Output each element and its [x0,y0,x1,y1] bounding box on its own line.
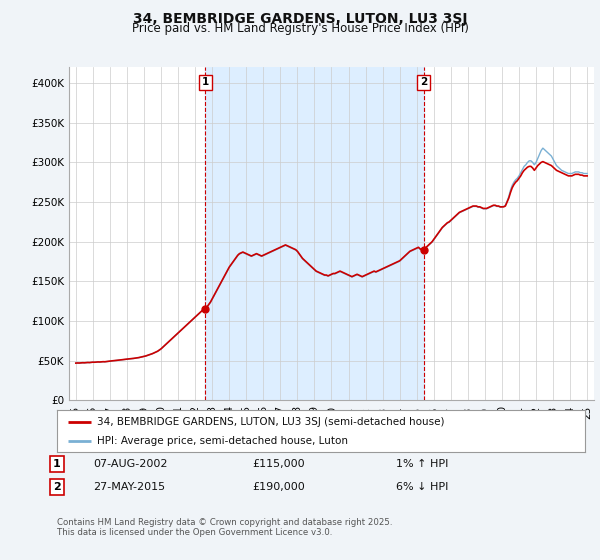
Text: 2: 2 [420,77,427,87]
Text: Price paid vs. HM Land Registry's House Price Index (HPI): Price paid vs. HM Land Registry's House … [131,22,469,35]
Text: HPI: Average price, semi-detached house, Luton: HPI: Average price, semi-detached house,… [97,436,347,446]
Text: 1: 1 [202,77,209,87]
Text: Contains HM Land Registry data © Crown copyright and database right 2025.
This d: Contains HM Land Registry data © Crown c… [57,518,392,538]
Text: 1% ↑ HPI: 1% ↑ HPI [396,459,448,469]
Text: 6% ↓ HPI: 6% ↓ HPI [396,482,448,492]
Text: 34, BEMBRIDGE GARDENS, LUTON, LU3 3SJ: 34, BEMBRIDGE GARDENS, LUTON, LU3 3SJ [133,12,467,26]
Text: 2: 2 [53,482,61,492]
Text: 1: 1 [53,459,61,469]
Text: £190,000: £190,000 [252,482,305,492]
Bar [205,67,424,400]
Text: 27-MAY-2015: 27-MAY-2015 [93,482,165,492]
Text: 34, BEMBRIDGE GARDENS, LUTON, LU3 3SJ (semi-detached house): 34, BEMBRIDGE GARDENS, LUTON, LU3 3SJ (s… [97,417,444,427]
Text: £115,000: £115,000 [252,459,305,469]
Text: 07-AUG-2002: 07-AUG-2002 [93,459,167,469]
